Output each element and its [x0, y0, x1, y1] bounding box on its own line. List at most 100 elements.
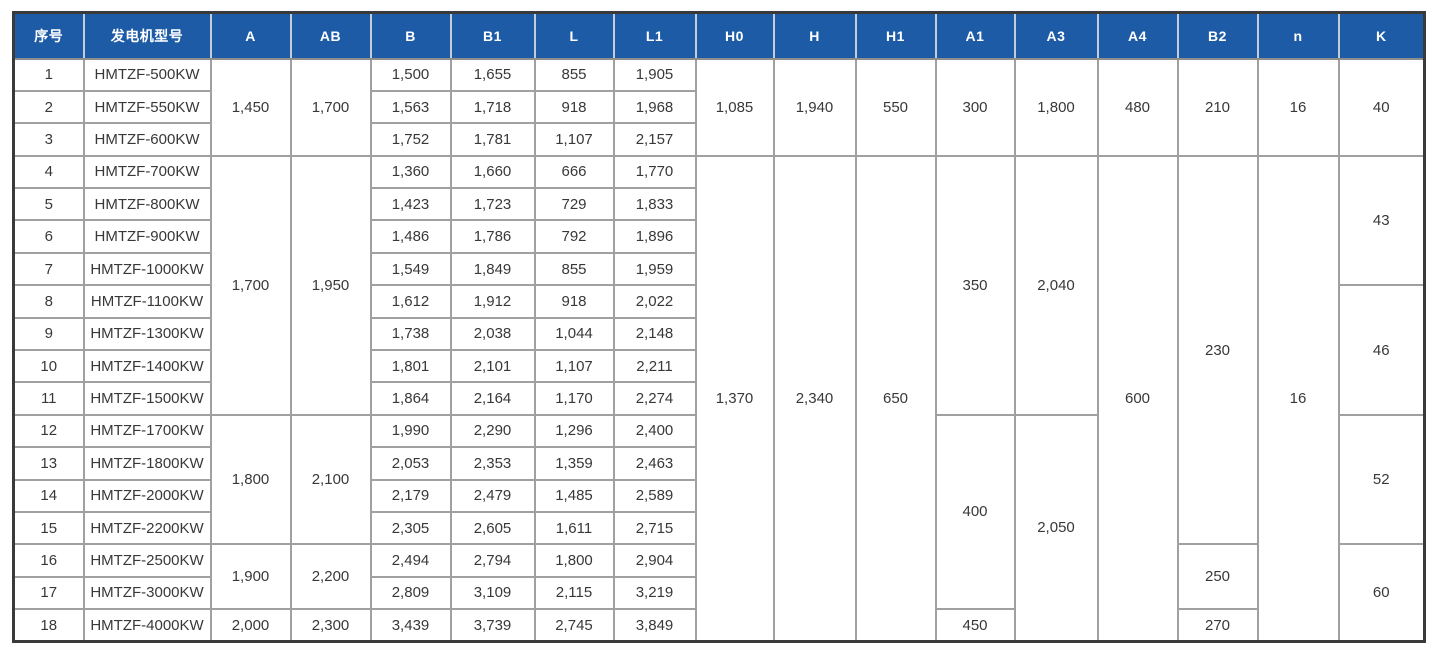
table-row: 11 HMTZF-1500KW 1,864 2,164 1,170 2,274 — [12, 381, 1425, 416]
table-cell: 1,718 — [449, 89, 536, 125]
table-cell: 1,786 — [449, 219, 536, 254]
table-cell: 855 — [533, 57, 615, 92]
table-cell: 1,864 — [369, 381, 452, 416]
table-cell: 2,053 — [369, 446, 452, 481]
table-cell: 2,101 — [449, 349, 536, 384]
table-cell: 1,360 — [369, 154, 452, 190]
table-cell: 1,107 — [533, 122, 615, 157]
table-cell: HMTZF-2200KW — [82, 510, 212, 546]
table-cell: 1,912 — [449, 284, 536, 319]
table-cell: 1,800 — [533, 543, 615, 578]
table-cell: 2,274 — [612, 381, 697, 416]
table-cell: 15 — [12, 510, 85, 546]
table-cell: 16 — [1256, 154, 1340, 643]
table-cell: 2,353 — [449, 446, 536, 481]
table-cell: 918 — [533, 284, 615, 319]
table-cell: 1,085 — [694, 57, 775, 157]
table-header: 序号 发电机型号 A AB B B1 L L1 H0 H H1 A1 A3 A4… — [12, 11, 1426, 60]
table-cell: 2,038 — [449, 316, 536, 352]
table-cell: 650 — [854, 154, 937, 643]
table-cell: 210 — [1176, 57, 1259, 157]
column-header-l: L — [533, 11, 615, 60]
column-header-ab: AB — [289, 11, 372, 60]
table-cell: 3,219 — [612, 575, 697, 611]
table-cell: 1,770 — [612, 154, 697, 190]
table-cell: 2,809 — [369, 575, 452, 611]
table-cell: 1,655 — [449, 57, 536, 92]
table-cell: 1,800 — [209, 413, 292, 546]
table-cell: 1,940 — [772, 57, 857, 157]
table-cell: 230 — [1176, 154, 1259, 546]
column-header-b2: B2 — [1176, 11, 1259, 60]
table-cell: HMTZF-2500KW — [82, 543, 212, 578]
table-row: 8 HMTZF-1100KW 1,612 1,912 918 2,022 46 — [12, 284, 1426, 416]
table-cell: 2,494 — [369, 543, 452, 578]
table-cell: 14 — [12, 478, 85, 513]
table-cell: HMTZF-3000KW — [82, 575, 212, 611]
table-cell: 10 — [12, 349, 85, 384]
table-cell: 1,660 — [449, 154, 536, 190]
table-cell: 4 — [12, 154, 85, 190]
table-cell: 2,479 — [449, 478, 536, 513]
table-cell: 1,612 — [369, 284, 452, 319]
table-cell: 350 — [934, 154, 1016, 416]
table-cell: 43 — [1337, 154, 1426, 287]
table-cell: 2,148 — [612, 316, 697, 352]
column-header-h1: H1 — [854, 11, 937, 60]
table-row: 17 HMTZF-3000KW 2,809 3,109 2,115 3,219 — [12, 575, 1425, 611]
table-cell: 7 — [12, 251, 85, 287]
table-cell: 3,109 — [449, 575, 536, 611]
table-row: 18 HMTZF-4000KW 2,000 2,300 3,439 3,739 2,745 3… — [12, 608, 1425, 643]
table-cell: 1,801 — [369, 349, 452, 384]
table-cell: HMTZF-800KW — [82, 187, 212, 222]
table-cell: 1,486 — [369, 219, 452, 254]
table-cell: 729 — [533, 187, 615, 222]
table-cell: HMTZF-550KW — [82, 89, 212, 125]
table-cell: 2,290 — [449, 413, 536, 449]
column-header-b: B — [369, 11, 452, 60]
table-cell: 1,700 — [209, 154, 292, 416]
table-cell: 40 — [1337, 57, 1426, 157]
table-row: 9 HMTZF-1300KW 1,738 2,038 1,044 2,148 — [12, 316, 1425, 352]
table-cell: HMTZF-1500KW — [82, 381, 212, 416]
table-cell: 1 — [12, 57, 85, 92]
column-header-model: 发电机型号 — [82, 11, 212, 60]
table-cell: 1,905 — [612, 57, 697, 92]
table-cell: 8 — [12, 284, 85, 319]
table-cell: 16 — [1256, 57, 1340, 157]
table-cell: 1,611 — [533, 510, 615, 546]
column-header-n: n — [1256, 11, 1340, 60]
table-cell: 480 — [1096, 57, 1179, 157]
table-cell: HMTZF-1000KW — [82, 251, 212, 287]
table-cell: 918 — [533, 89, 615, 125]
table-cell: 1,990 — [369, 413, 452, 449]
table-cell: 12 — [12, 413, 85, 449]
table-cell: 1,370 — [694, 154, 775, 643]
table-cell: HMTZF-1300KW — [82, 316, 212, 352]
table-cell: 1,450 — [209, 57, 292, 157]
column-header-a3: A3 — [1013, 11, 1099, 60]
table-cell: 2,100 — [289, 413, 372, 546]
table-cell: 1,800 — [1013, 57, 1099, 157]
table-cell: 1,833 — [612, 187, 697, 222]
table-cell: 1,781 — [449, 122, 536, 157]
table-cell: 2,463 — [612, 446, 697, 481]
table-cell: 600 — [1096, 154, 1179, 643]
table-cell: 550 — [854, 57, 937, 157]
table-cell: HMTZF-1700KW — [82, 413, 212, 449]
table-cell: 1,723 — [449, 187, 536, 222]
table-cell: HMTZF-1800KW — [82, 446, 212, 481]
table-cell: 1,959 — [612, 251, 697, 287]
table-cell: 1,896 — [612, 219, 697, 254]
table-cell: 1,423 — [369, 187, 452, 222]
table-cell: 3,439 — [369, 608, 452, 643]
table-cell: 13 — [12, 446, 85, 481]
table-row: 2 HMTZF-550KW 1,563 1,718 918 1,968 — [12, 89, 1425, 125]
table-cell: 6 — [12, 219, 85, 254]
table-cell: 2,715 — [612, 510, 697, 546]
table-cell: 1,500 — [369, 57, 452, 92]
table-cell: HMTZF-700KW — [82, 154, 212, 190]
table-cell: HMTZF-900KW — [82, 219, 212, 254]
table-body: 1 HMTZF-500KW 1,450 1,700 1,500 1,655 855 1,905… — [12, 57, 1426, 643]
table-cell: 60 — [1337, 543, 1426, 643]
